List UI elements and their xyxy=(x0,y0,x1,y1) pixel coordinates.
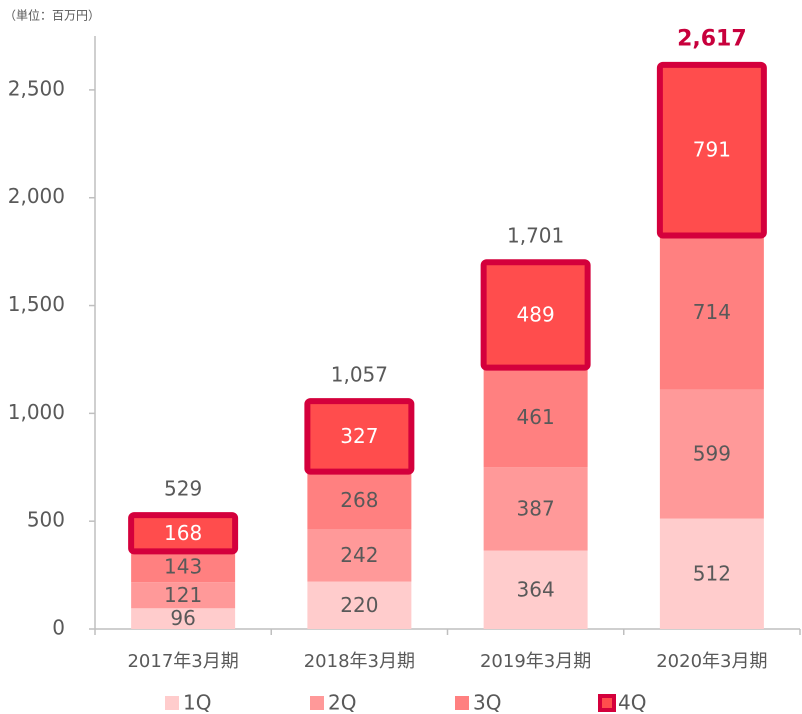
value-label: 220 xyxy=(340,593,378,617)
y-tick-label: 1,000 xyxy=(8,400,65,424)
y-tick-label: 1,500 xyxy=(8,292,65,316)
bar-segment xyxy=(656,61,767,239)
bar-segment xyxy=(304,398,415,475)
value-label: 268 xyxy=(340,488,378,512)
bar-segment xyxy=(483,367,588,468)
value-label: 96 xyxy=(170,606,195,630)
legend-label: 3Q xyxy=(473,691,501,714)
value-label: 143 xyxy=(164,554,202,578)
bar-segment xyxy=(483,467,588,551)
y-tick-label: 2,000 xyxy=(8,184,65,208)
value-label: 791 xyxy=(693,138,731,162)
bar-segment xyxy=(483,550,588,629)
bar-segment xyxy=(480,259,591,371)
value-label: 489 xyxy=(517,302,555,326)
bar-segment xyxy=(659,389,764,519)
legend-label: 2Q xyxy=(328,691,356,714)
x-tick-label: 2017年3月期 xyxy=(127,651,238,672)
bar-segment xyxy=(128,512,239,555)
value-label: 599 xyxy=(693,442,731,466)
value-label: 461 xyxy=(517,405,555,429)
value-label: 242 xyxy=(340,543,378,567)
y-tick-label: 2,500 xyxy=(8,76,65,100)
total-label: 2,617 xyxy=(677,27,747,52)
legend-label: 4Q xyxy=(618,691,646,714)
bar-segment xyxy=(131,551,236,583)
total-label: 1,057 xyxy=(331,363,388,387)
y-tick-label: 0 xyxy=(52,616,65,640)
bar-segment xyxy=(131,582,236,609)
value-label: 121 xyxy=(164,583,202,607)
legend-swatch xyxy=(455,696,469,710)
legend-label: 1Q xyxy=(183,691,211,714)
bar-segment xyxy=(659,235,764,390)
x-tick-label: 2019年3月期 xyxy=(480,651,591,672)
value-label: 387 xyxy=(517,496,555,520)
legend-swatch xyxy=(598,694,616,712)
bar-segment xyxy=(307,581,412,629)
bar-segment xyxy=(659,518,764,629)
y-tick-label: 500 xyxy=(27,508,65,532)
bar-segment xyxy=(307,529,412,582)
value-label: 327 xyxy=(340,424,378,448)
bar-segment xyxy=(131,608,236,629)
unit-note: （単位：百万円） xyxy=(4,8,100,23)
total-label: 529 xyxy=(164,476,202,500)
value-label: 512 xyxy=(693,561,731,585)
value-label: 714 xyxy=(693,300,731,324)
value-label: 364 xyxy=(517,577,555,601)
x-tick-label: 2020年3月期 xyxy=(656,651,767,672)
bar-segment xyxy=(307,471,412,530)
legend-swatch xyxy=(165,696,179,710)
value-label: 168 xyxy=(164,521,202,545)
x-tick-label: 2018年3月期 xyxy=(304,651,415,672)
total-label: 1,701 xyxy=(507,224,564,248)
legend-swatch xyxy=(310,696,324,710)
